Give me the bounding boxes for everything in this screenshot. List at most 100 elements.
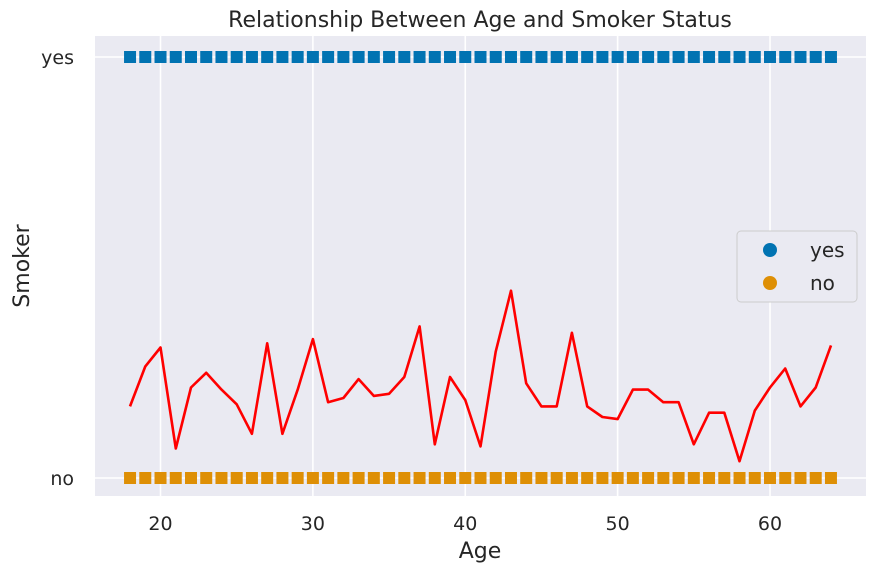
point-no: [489, 472, 502, 484]
point-yes: [154, 51, 167, 63]
point-no: [306, 472, 319, 484]
chart-title: Relationship Between Age and Smoker Stat…: [228, 8, 732, 33]
point-no: [352, 472, 365, 484]
point-yes: [200, 51, 213, 63]
point-no: [733, 472, 746, 484]
point-yes: [322, 51, 335, 63]
tick-labels: 20 30 40 50 60 no yes: [41, 47, 782, 535]
legend-marker-yes: [763, 243, 777, 257]
point-yes: [230, 51, 243, 63]
point-no: [764, 472, 777, 484]
point-yes: [474, 51, 487, 63]
point-no: [672, 472, 685, 484]
point-yes: [535, 51, 548, 63]
point-no: [124, 472, 137, 484]
point-no: [565, 472, 578, 484]
point-no: [779, 472, 792, 484]
data-marks: [124, 51, 837, 484]
point-yes: [779, 51, 792, 63]
y-tick-label: no: [50, 468, 74, 490]
point-yes: [413, 51, 426, 63]
point-no: [169, 472, 182, 484]
point-no: [535, 472, 548, 484]
point-no: [337, 472, 350, 484]
point-no: [504, 472, 517, 484]
point-no: [596, 472, 609, 484]
point-no: [611, 472, 624, 484]
x-tick-label: 30: [301, 513, 325, 535]
y-tick-label: yes: [41, 47, 74, 69]
point-yes: [626, 51, 639, 63]
point-no: [718, 472, 731, 484]
point-no: [657, 472, 670, 484]
point-yes: [550, 51, 563, 63]
legend-marker-no: [763, 276, 777, 290]
point-no: [139, 472, 152, 484]
point-yes: [748, 51, 761, 63]
point-no: [245, 472, 258, 484]
trend-line: [128, 289, 833, 463]
point-yes: [383, 51, 396, 63]
point-no: [459, 472, 472, 484]
point-yes: [520, 51, 533, 63]
point-yes: [565, 51, 578, 63]
point-yes: [444, 51, 457, 63]
point-no: [626, 472, 639, 484]
point-yes: [581, 51, 594, 63]
point-no: [276, 472, 289, 484]
point-yes: [337, 51, 350, 63]
point-yes: [672, 51, 685, 63]
point-yes: [642, 51, 655, 63]
point-yes: [215, 51, 228, 63]
point-no: [383, 472, 396, 484]
legend: yes no: [736, 230, 858, 303]
legend-label-yes: yes: [810, 238, 845, 262]
point-no: [642, 472, 655, 484]
point-yes: [809, 51, 822, 63]
point-yes: [367, 51, 380, 63]
point-yes: [733, 51, 746, 63]
x-axis-label: Age: [459, 539, 502, 564]
point-no: [398, 472, 411, 484]
point-no: [748, 472, 761, 484]
point-yes: [276, 51, 289, 63]
point-yes: [794, 51, 807, 63]
point-no: [184, 472, 197, 484]
point-yes: [657, 51, 670, 63]
point-no: [230, 472, 243, 484]
point-yes: [139, 51, 152, 63]
point-yes: [245, 51, 258, 63]
point-no: [367, 472, 380, 484]
point-yes: [184, 51, 197, 63]
point-yes: [398, 51, 411, 63]
point-no: [154, 472, 167, 484]
point-yes: [718, 51, 731, 63]
point-no: [428, 472, 441, 484]
point-no: [444, 472, 457, 484]
x-tick-label: 40: [453, 513, 477, 535]
point-no: [703, 472, 716, 484]
x-tick-label: 60: [758, 513, 782, 535]
point-no: [520, 472, 533, 484]
point-yes: [291, 51, 304, 63]
point-no: [824, 472, 837, 484]
point-yes: [428, 51, 441, 63]
point-no: [550, 472, 563, 484]
point-no: [687, 472, 700, 484]
point-no: [794, 472, 807, 484]
point-yes: [489, 51, 502, 63]
point-no: [809, 472, 822, 484]
point-no: [215, 472, 228, 484]
point-no: [322, 472, 335, 484]
point-yes: [824, 51, 837, 63]
x-tick-label: 20: [148, 513, 172, 535]
point-yes: [687, 51, 700, 63]
legend-label-no: no: [810, 271, 835, 295]
point-yes: [169, 51, 182, 63]
point-no: [261, 472, 274, 484]
point-no: [474, 472, 487, 484]
y-axis-label: Smoker: [10, 223, 35, 307]
point-yes: [459, 51, 472, 63]
point-no: [581, 472, 594, 484]
